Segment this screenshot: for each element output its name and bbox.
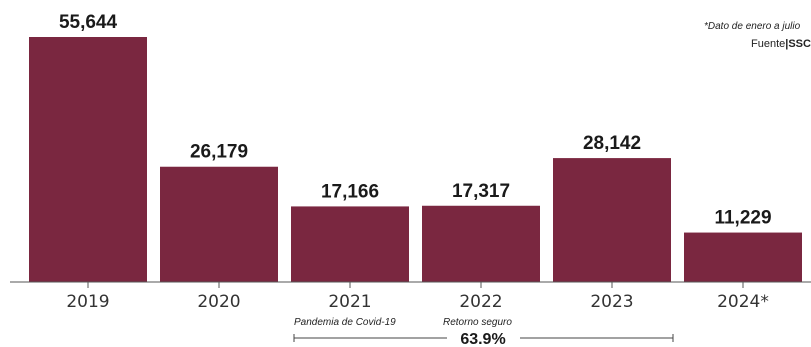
x-tick-label-2019: 2019: [66, 292, 109, 312]
annotation-pandemic-label: Pandemia de Covid-19: [294, 317, 396, 328]
bar-2024: [684, 232, 802, 282]
footnote-text: *Dato de enero a julio: [704, 21, 801, 32]
x-ticks-group: [87, 282, 744, 288]
data-label-2021: 17,166: [321, 181, 379, 202]
bar-2021: [291, 206, 409, 282]
bar-2019: [29, 37, 147, 282]
data-label-2019: 55,644: [59, 12, 118, 33]
change-percentage-label: 63.9%: [460, 331, 505, 347]
source-prefix: Fuente: [751, 38, 785, 50]
x-tick-label-2021: 2021: [328, 292, 371, 312]
x-tick-labels-group: 2019 2020 2021 2022 2023 2024*: [66, 292, 769, 312]
x-tick-label-2023: 2023: [590, 292, 633, 312]
data-label-2023: 28,142: [583, 133, 641, 154]
bar-2020: [160, 166, 278, 282]
bars-group: [29, 37, 802, 282]
bar-2023: [553, 158, 671, 282]
bar-2022: [422, 205, 540, 282]
source-text: Fuente|SSC: [751, 38, 811, 50]
data-label-2020: 26,179: [190, 142, 248, 163]
source-name: SSC: [788, 38, 811, 50]
x-tick-label-2022: 2022: [459, 292, 502, 312]
source-separator: |: [785, 38, 788, 50]
data-label-2022: 17,317: [452, 181, 510, 202]
annotation-return-label: Retorno seguro: [443, 317, 512, 328]
x-tick-label-2024: 2024*: [717, 292, 769, 312]
value-labels-group: 55,644 26,179 17,166 17,317 28,142 11,229: [59, 12, 772, 229]
x-tick-label-2020: 2020: [197, 292, 240, 312]
data-label-2024: 11,229: [714, 208, 771, 229]
